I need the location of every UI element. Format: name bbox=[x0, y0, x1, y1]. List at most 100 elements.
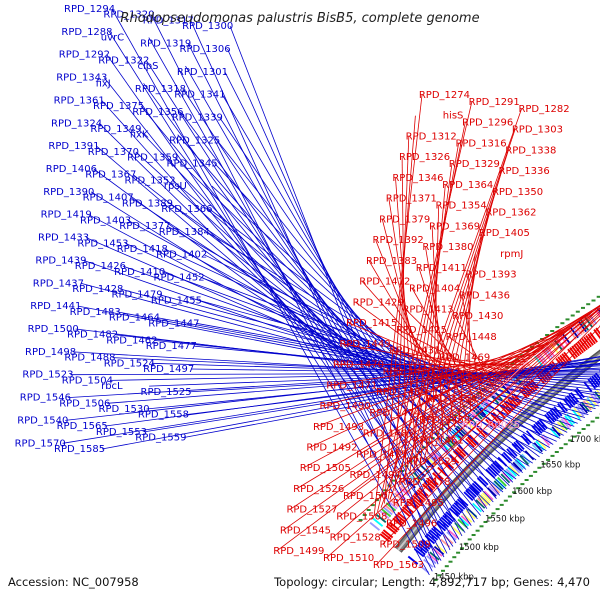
gene-label-left: RPD_1339 bbox=[172, 113, 223, 124]
gene-label-left: RPD_1479 bbox=[112, 290, 163, 301]
gene-feature bbox=[424, 535, 436, 545]
tick-mark bbox=[572, 435, 577, 438]
connector-line-right bbox=[394, 136, 410, 492]
connector-line-right bbox=[345, 305, 600, 497]
connector-line-left bbox=[143, 359, 600, 433]
connector-line-left bbox=[62, 356, 600, 444]
tick-mark bbox=[550, 330, 555, 332]
gene-label-right: RPD_1371 bbox=[386, 194, 437, 205]
tick-mark bbox=[537, 466, 542, 469]
gene-label-left: RPD_1500 bbox=[28, 324, 79, 335]
gene-feature bbox=[511, 443, 522, 454]
gene-feature bbox=[442, 461, 453, 471]
gene-label-left: RPD_1483 bbox=[70, 307, 121, 318]
gene-feature bbox=[531, 425, 541, 436]
gene-feature bbox=[463, 491, 474, 501]
gene-feature bbox=[589, 332, 598, 343]
tick-mark bbox=[391, 479, 396, 482]
gene-label-left: RPD_1525 bbox=[141, 387, 192, 398]
gene-label-right: rpmJ bbox=[500, 249, 523, 260]
gene-label-left: RPD_1464 bbox=[109, 313, 160, 324]
gene-label-right: RPD_1350 bbox=[492, 187, 543, 198]
tick-mark bbox=[546, 458, 551, 461]
gene-label-left: RPD_1585 bbox=[54, 444, 105, 455]
tick-mark bbox=[575, 310, 580, 313]
gene-feature bbox=[586, 315, 596, 327]
gene-feature bbox=[375, 514, 387, 523]
gene-label-left: RPD_1426 bbox=[75, 261, 126, 272]
gene-feature bbox=[497, 476, 507, 487]
tick-mark bbox=[362, 514, 367, 516]
gene-feature bbox=[443, 513, 454, 523]
tick-mark bbox=[495, 508, 500, 511]
connector-line-left bbox=[145, 60, 457, 544]
gene-feature bbox=[444, 459, 455, 470]
gene-label-right: RPD_1475 bbox=[356, 449, 407, 460]
connector-line-left bbox=[114, 334, 600, 391]
tick-mark bbox=[444, 565, 449, 568]
gene-label-left: RPD_1497 bbox=[143, 364, 194, 375]
gene-label-right: RPD_1413 bbox=[402, 304, 453, 315]
gene-label-left: RPD_1318 bbox=[135, 84, 186, 95]
gene-feature bbox=[569, 347, 578, 358]
gene-feature bbox=[490, 463, 501, 474]
connector-line-right bbox=[382, 318, 600, 545]
gene-label-right: RPD_1338 bbox=[505, 145, 556, 156]
gene-label-left: RPD_1559 bbox=[135, 433, 186, 444]
gene-feature bbox=[455, 500, 466, 510]
gene-label-right: RPD_1312 bbox=[406, 132, 457, 143]
gene-label-left: RPD_1377 bbox=[119, 221, 170, 232]
tick-mark bbox=[476, 392, 481, 395]
gene-feature bbox=[447, 529, 459, 539]
tick-mark bbox=[366, 509, 371, 511]
gene-feature bbox=[470, 484, 481, 494]
gene-label-right: RPD_1274 bbox=[419, 90, 470, 101]
gene-label-left: RPD_1389 bbox=[122, 198, 173, 209]
gene-feature bbox=[384, 504, 395, 514]
gene-label-left: RPD_1418 bbox=[117, 244, 168, 255]
connector-line-rna bbox=[461, 361, 528, 426]
tick-mark bbox=[570, 314, 575, 317]
gene-feature bbox=[380, 508, 392, 518]
connector-line-right bbox=[415, 326, 571, 441]
gene-feature bbox=[503, 401, 513, 412]
gene-feature bbox=[454, 522, 465, 532]
tick-mark bbox=[565, 318, 570, 321]
gene-label-left: rbcL bbox=[101, 381, 123, 392]
connector-line-right bbox=[309, 323, 575, 448]
gene-feature bbox=[440, 516, 451, 526]
gene-label-right: RPD_1296 bbox=[462, 118, 513, 129]
gene-label-left: RPD_1477 bbox=[146, 341, 197, 352]
gene-feature bbox=[379, 510, 390, 520]
gene-feature bbox=[587, 333, 596, 345]
gene-label-left: RPD_1453 bbox=[77, 238, 128, 249]
gene-feature bbox=[571, 409, 581, 420]
gene-label-left: RPD_1558 bbox=[138, 410, 189, 421]
gene-feature bbox=[437, 520, 448, 530]
gene-label-right: RPD_1526 bbox=[293, 484, 344, 495]
kbp-tick-label: 1450 kbp bbox=[434, 573, 474, 583]
gene-label-right: RPD_1450 bbox=[383, 367, 434, 378]
connector-line-right bbox=[352, 310, 593, 476]
connector-line-left bbox=[130, 197, 534, 464]
gene-feature bbox=[592, 392, 600, 404]
connector-line-left bbox=[111, 8, 430, 576]
connector-line-left bbox=[201, 277, 582, 421]
connector-line-left bbox=[117, 311, 600, 403]
gene-label-left: RPD_1447 bbox=[148, 318, 199, 329]
connector-line-right bbox=[381, 219, 440, 443]
tick-mark bbox=[516, 487, 521, 490]
gene-label-left: RPD_1410 bbox=[114, 267, 165, 278]
gene-label-right: RPD_1496 bbox=[386, 519, 437, 530]
gene-label-left: RPD_1462 bbox=[106, 335, 157, 346]
gene-label-left: RPD_1523 bbox=[22, 370, 73, 381]
gene-label-left: RPD_1433 bbox=[38, 233, 89, 244]
tick-mark bbox=[460, 547, 464, 550]
tick-mark bbox=[439, 427, 444, 430]
tick-mark bbox=[483, 521, 488, 523]
gene-feature bbox=[492, 461, 503, 472]
connector-line-right bbox=[282, 305, 600, 531]
gene-feature bbox=[393, 492, 405, 502]
